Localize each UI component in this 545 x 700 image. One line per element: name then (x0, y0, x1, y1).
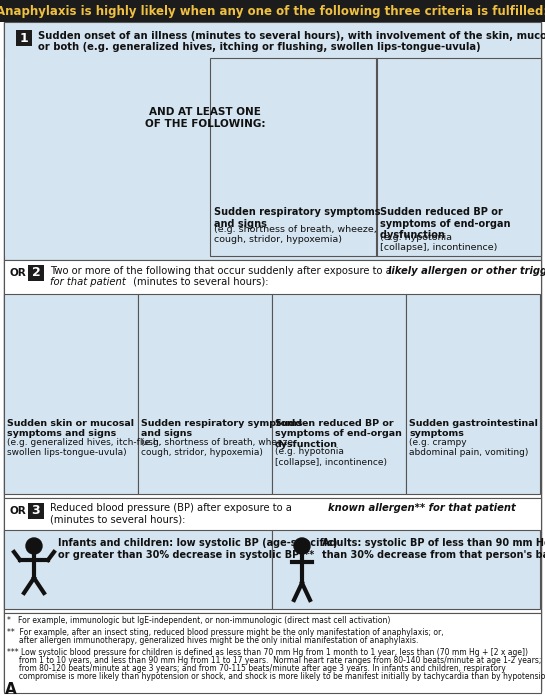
Bar (28, 265, 44, 281)
Bar (272, 530, 540, 609)
Text: Sudden respiratory symptoms
and signs: Sudden respiratory symptoms and signs (214, 207, 380, 229)
Text: Sudden respiratory symptoms
and signs: Sudden respiratory symptoms and signs (141, 419, 302, 438)
Bar (4, 294, 138, 494)
Text: 2: 2 (32, 267, 40, 279)
Text: Anaphylaxis is highly likely when any one of the following three criteria is ful: Anaphylaxis is highly likely when any on… (0, 4, 545, 18)
Text: Sudden skin or mucosal
symptoms and signs: Sudden skin or mucosal symptoms and sign… (7, 419, 134, 438)
Text: (e.g. hypotonia
[collapse], incontinence): (e.g. hypotonia [collapse], incontinence… (379, 233, 497, 253)
Text: Two or more of the following that occur suddenly after exposure to a: Two or more of the following that occur … (50, 266, 395, 276)
Circle shape (26, 538, 42, 554)
Text: (minutes to several hours):: (minutes to several hours): (50, 514, 185, 524)
Bar (272, 294, 406, 494)
Text: from 80-120 beats/minute at age 3 years; and from 70-115 beats/minute after age : from 80-120 beats/minute at age 3 years;… (7, 664, 506, 673)
Text: after allergen immunotherapy, generalized hives might be the only initial manife: after allergen immunotherapy, generalize… (7, 636, 419, 645)
Text: (minutes to several hours):: (minutes to several hours): (130, 277, 269, 287)
Bar (4, 498, 541, 613)
Text: (e.g. shortness of breath, wheeze,
cough, stridor, hypoxemia): (e.g. shortness of breath, wheeze, cough… (214, 225, 377, 244)
Text: 1: 1 (20, 32, 28, 45)
Text: Sudden onset of an illness (minutes to several hours), with involvement of the s: Sudden onset of an illness (minutes to s… (38, 31, 545, 41)
Bar (16, 30, 32, 46)
Text: AND AT LEAST ONE
OF THE FOLLOWING:: AND AT LEAST ONE OF THE FOLLOWING: (145, 107, 265, 129)
Text: for that patient: for that patient (50, 277, 126, 287)
Text: Adults: systolic BP of less than 90 mm Hg or greater
than 30% decrease from that: Adults: systolic BP of less than 90 mm H… (322, 538, 545, 559)
Text: Reduced blood pressure (BP) after exposure to a: Reduced blood pressure (BP) after exposu… (50, 503, 295, 513)
Text: likely allergen or other trigger*: likely allergen or other trigger* (388, 266, 545, 276)
Bar (210, 58, 541, 256)
Bar (376, 58, 377, 256)
Bar (28, 503, 44, 519)
Bar (138, 294, 272, 494)
Text: (e.g. generalized hives, itch-flush,
swollen lips-tongue-uvula): (e.g. generalized hives, itch-flush, swo… (7, 438, 161, 457)
Text: *   For example, immunologic but IgE-independent, or non-immunologic (direct mas: * For example, immunologic but IgE-indep… (7, 616, 390, 625)
Text: OR: OR (9, 506, 26, 516)
Bar (4, 613, 541, 693)
Text: (e.g. shortness of breath, wheeze,
cough, stridor, hypoxemia): (e.g. shortness of breath, wheeze, cough… (141, 438, 296, 457)
Bar (4, 530, 272, 609)
Text: Sudden reduced BP or
symptoms of end-organ
dysfunction: Sudden reduced BP or symptoms of end-org… (275, 419, 402, 449)
Text: OR: OR (9, 268, 26, 278)
Text: Sudden reduced BP or
symptoms of end-organ
dysfunction: Sudden reduced BP or symptoms of end-org… (379, 207, 510, 240)
Text: **  For example, after an insect sting, reduced blood pressure might be the only: ** For example, after an insect sting, r… (7, 628, 444, 637)
Bar (5, 58, 195, 256)
Text: A: A (5, 682, 17, 697)
Text: from 1 to 10 years, and less than 90 mm Hg from 11 to 17 years.  Normal heart ra: from 1 to 10 years, and less than 90 mm … (7, 656, 541, 665)
Text: Infants and children: low systolic BP (age-specific)
or greater than 30% decreas: Infants and children: low systolic BP (a… (58, 538, 337, 559)
Text: 3: 3 (32, 505, 40, 517)
Text: (e.g. hypotonia
[collapse], incontinence): (e.g. hypotonia [collapse], incontinence… (275, 447, 387, 467)
Text: or both (e.g. generalized hives, itching or flushing, swollen lips-tongue-uvula): or both (e.g. generalized hives, itching… (38, 42, 481, 52)
Text: *** Low systolic blood pressure for children is defined as less than 70 mm Hg fr: *** Low systolic blood pressure for chil… (7, 648, 528, 657)
Bar (406, 294, 540, 494)
Bar (4, 22, 541, 260)
Circle shape (294, 538, 310, 554)
Text: Sudden gastrointestinal
symptoms: Sudden gastrointestinal symptoms (409, 419, 538, 438)
Bar (0, 0, 545, 22)
Bar (4, 260, 541, 498)
Text: compromise is more likely than hypotension or shock, and shock is more likely to: compromise is more likely than hypotensi… (7, 672, 545, 681)
Text: (e.g. crampy
abdominal pain, vomiting): (e.g. crampy abdominal pain, vomiting) (409, 438, 528, 457)
Text: known allergen** for that patient: known allergen** for that patient (328, 503, 516, 513)
